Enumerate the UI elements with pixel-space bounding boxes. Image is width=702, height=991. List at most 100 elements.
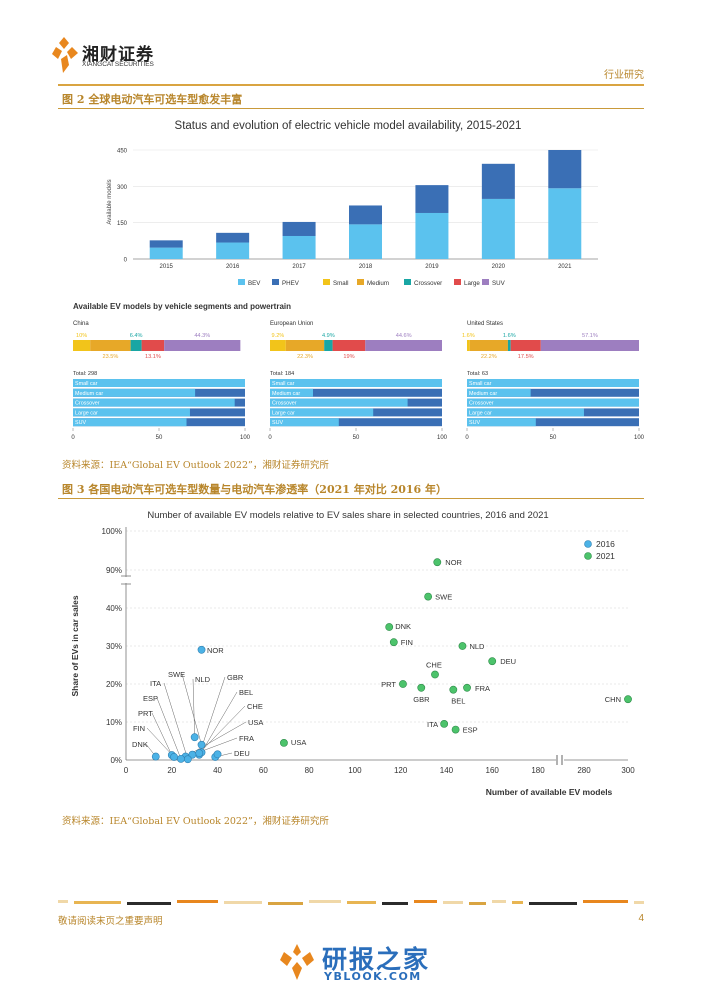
chart3-y-tick-label: 0%	[110, 756, 122, 765]
chart2-powertrain-row-label: Crossover	[75, 401, 100, 407]
chart1-x-tick-label: 2018	[359, 264, 373, 270]
chart2-total-label: Total: 298	[73, 371, 97, 377]
chart3-point-2016	[197, 645, 206, 654]
footer-band-segment	[443, 901, 463, 904]
brand-name-cn: 湘财证券	[82, 45, 154, 65]
chart1-legend-label: PHEV	[282, 280, 300, 287]
chart1-bar-bev	[481, 198, 515, 259]
xiangcai-logo-icon	[52, 37, 78, 73]
chart1-legend-label: Large	[464, 280, 480, 287]
chart3-point-2021	[440, 719, 449, 728]
chart3-x-tick-label: 160	[486, 766, 500, 775]
chart3-legend-marker-2016	[584, 540, 592, 548]
chart3-leader-line	[151, 712, 173, 756]
chart3-point-2021	[433, 558, 442, 567]
chart2-powertrain-row-label: Large car	[272, 410, 295, 416]
chart2-total-label: Total: 184	[270, 371, 294, 377]
chart2-powertrain-row-label: Small car	[272, 381, 295, 387]
chart2-share-segment-small	[73, 340, 91, 351]
chart2-powertrain-bev-bar	[73, 388, 196, 397]
chart1-bar-phev	[548, 150, 582, 189]
chart3-point-2021	[385, 623, 394, 631]
chart2-share-segment-large	[141, 340, 165, 351]
chart2-powertrain-row-label: Small car	[469, 381, 492, 387]
chart2-powertrain-bev-bar	[73, 398, 235, 407]
chart2-share-label: 1.6%	[462, 333, 475, 339]
chart2-powertrain-bev-bar	[270, 398, 408, 407]
chart2-x-tick-label: 0	[71, 435, 75, 441]
chart3-point-label-2021: SWE	[435, 593, 452, 602]
chart1-y-axis-label: Available models	[107, 179, 113, 224]
chart3-point-label-2016: FRA	[239, 734, 254, 743]
chart2-share-label: 6.4%	[130, 333, 143, 339]
chart3-point-2021	[431, 670, 439, 679]
chart2-powertrain-row-label: SUV	[272, 420, 283, 426]
chart3-point-2021	[451, 725, 460, 734]
footer-band-segment	[414, 900, 437, 903]
chart2-powertrain-row-label: Small car	[75, 381, 98, 387]
chart1-bar-bev	[349, 224, 382, 259]
chart2-x-tick-label: 50	[550, 435, 557, 441]
chart1-x-tick-label: 2019	[425, 264, 439, 270]
footer-decorative-band	[58, 900, 644, 905]
chart3-point-label-2016: ITA	[150, 679, 161, 688]
chart1-y-tick-label: 0	[124, 258, 128, 264]
chart3-point-label-2016: NLD	[195, 675, 211, 684]
chart2-powertrain-row-label: Medium car	[75, 391, 103, 397]
chart3-point-2021	[458, 642, 467, 650]
chart2-share-segment-medium	[469, 340, 508, 351]
chart1-legend-swatch	[238, 279, 245, 285]
chart3-leader-line	[192, 678, 195, 738]
chart2-share-segment-crossover	[130, 340, 142, 351]
chart2-share-label: 22.3%	[297, 354, 313, 360]
chart2-share-label: 44.6%	[396, 333, 412, 339]
chart1-bar-bev	[548, 188, 582, 259]
chart1-x-tick-label: 2016	[226, 264, 240, 270]
chart3-leader-line	[201, 691, 238, 753]
chart3-point-label-2016: DNK	[132, 740, 148, 749]
chart3-y-tick-label: 100%	[102, 527, 122, 536]
chart3-y-axis-break-gap	[121, 577, 131, 583]
chart2-powertrain-bev-bar	[73, 418, 187, 427]
chart3-x-tick-label: 140	[440, 766, 454, 775]
chart3-point-label-2016: DEU	[234, 749, 250, 758]
chart2-share-segment-suv	[365, 340, 442, 351]
footer-band-segment	[634, 901, 644, 904]
chart1-bar-bev	[282, 235, 316, 259]
chart3-y-tick-label: 20%	[106, 680, 122, 689]
watermark-logo-icon	[280, 944, 314, 980]
chart3-point-2021	[417, 683, 426, 692]
figure2-caption: 图 2 全球电动汽车可选车型愈发丰富	[62, 93, 243, 106]
chart3-point-2016	[188, 750, 197, 759]
chart3-point-label-2021: ESP	[463, 726, 478, 735]
chart2-powertrain-row-label: Medium car	[469, 391, 497, 397]
chart3-point-2021	[424, 592, 433, 601]
chart2-powertrain-bev-bar	[270, 388, 313, 397]
footer-band-segment	[512, 901, 523, 904]
chart1-bar-bev	[149, 247, 183, 259]
chart2-powertrain-bev-bar	[467, 398, 639, 407]
chart3-leader-line	[181, 673, 202, 745]
chart2-x-tick-label: 50	[353, 435, 360, 441]
chart3-point-label-2016: ESP	[143, 694, 158, 703]
chart2-powertrain-phev-bar	[270, 388, 442, 397]
chart2-share-segment-suv	[540, 340, 639, 351]
chart2-share-label: 19%	[343, 354, 354, 360]
chart2-title: Available EV models by vehicle segments …	[73, 302, 291, 311]
chart3-point-2016	[183, 755, 192, 764]
chart3-x-tick-label: 280	[577, 766, 591, 775]
chart1-legend-label: Small	[333, 280, 348, 287]
chart2-powertrain-row-label: Large car	[75, 410, 98, 416]
chart2-x-tick-label: 100	[437, 435, 448, 441]
chart2-powertrain-phev-bar	[467, 388, 639, 397]
chart1-bar-phev	[349, 205, 382, 225]
chart2-share-label: 22.2%	[481, 354, 497, 360]
disclaimer-note: 敬请阅读末页之重要声明	[58, 916, 163, 927]
footer-band-segment	[127, 902, 171, 905]
chart3-point-2021	[488, 657, 497, 666]
chart1-legend-label: Crossover	[414, 280, 442, 287]
chart2-region-label: European Union	[270, 321, 313, 327]
chart1-bar-bev	[216, 242, 250, 259]
chart2-share-segment-small	[270, 340, 286, 351]
chart1-legend-label: Medium	[367, 280, 389, 287]
